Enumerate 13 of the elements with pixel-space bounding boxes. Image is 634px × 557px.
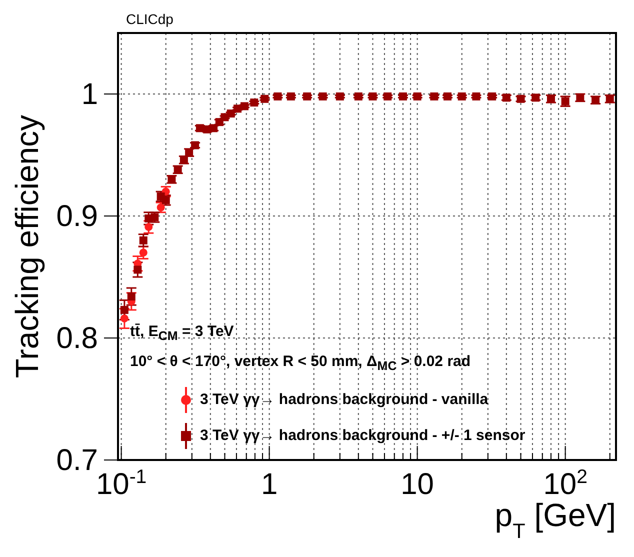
x-tick-label: 10$^{-1}$ [96, 466, 147, 501]
legend-label: 3 TeV γγ→ hadrons background - +/- 1 sensor [200, 426, 526, 446]
annotation: tt̄, E$_{CM}$ = 3 TeV [130, 323, 234, 343]
x-tick-label: 10 [400, 468, 434, 501]
y-tick-label: 0.9 [56, 200, 98, 233]
chart-title: CLICdp [126, 11, 174, 27]
y-tick-label: 0.7 [56, 444, 98, 477]
legend-label: 3 TeV γγ→ hadrons background - vanilla [200, 390, 488, 410]
x-tick-label: 1 [260, 468, 278, 501]
y-tick-label: 0.8 [56, 322, 98, 355]
y-tick-label: 1 [81, 78, 98, 111]
annotation: 10° < θ < 170°, vertex R < 50 mm, Δ$_{MC}$ > 0.02 rad [130, 353, 471, 373]
y-axis-title: Tracking efficiency [9, 114, 45, 378]
